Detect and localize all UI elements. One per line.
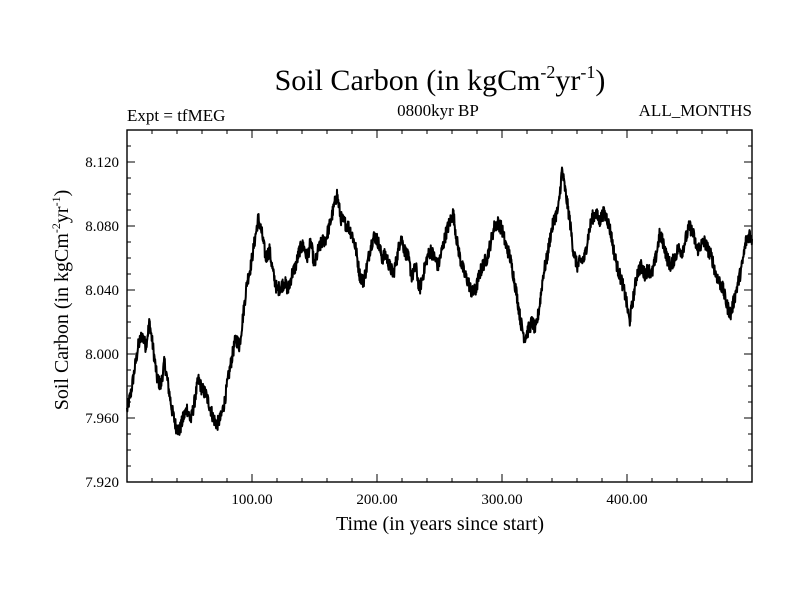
axis-ticks [126, 129, 753, 483]
y-tick-label: 8.120 [85, 155, 119, 171]
axis-tick-labels: 100.00 200.00 300.00 400.00 7.920 7.960 8.000 8… [85, 155, 647, 508]
y-axis-label: Soil Carbon (in kgCm-2yr-1) [49, 190, 73, 411]
subtitle-months: ALL_MONTHS [639, 101, 752, 120]
series-line-soil-carbon [126, 166, 753, 436]
x-tick-label: 200.00 [356, 492, 397, 508]
y-tick-label: 8.080 [85, 219, 119, 235]
chart-title: Soil Carbon (in kgCm-2yr-1) [275, 62, 606, 97]
x-tick-label: 100.00 [231, 492, 272, 508]
plot-frame [126, 129, 753, 483]
subtitle-experiment: Expt = tfMEG [127, 106, 225, 125]
y-tick-label: 8.040 [85, 283, 119, 299]
x-tick-label: 300.00 [481, 492, 522, 508]
x-axis-label: Time (in years since start) [336, 513, 544, 535]
x-tick-label: 400.00 [606, 492, 647, 508]
subtitle-period: 0800kyr BP [397, 101, 479, 120]
y-tick-label: 8.000 [85, 347, 119, 363]
y-tick-label: 7.960 [85, 411, 119, 427]
y-tick-label: 7.920 [85, 475, 119, 491]
